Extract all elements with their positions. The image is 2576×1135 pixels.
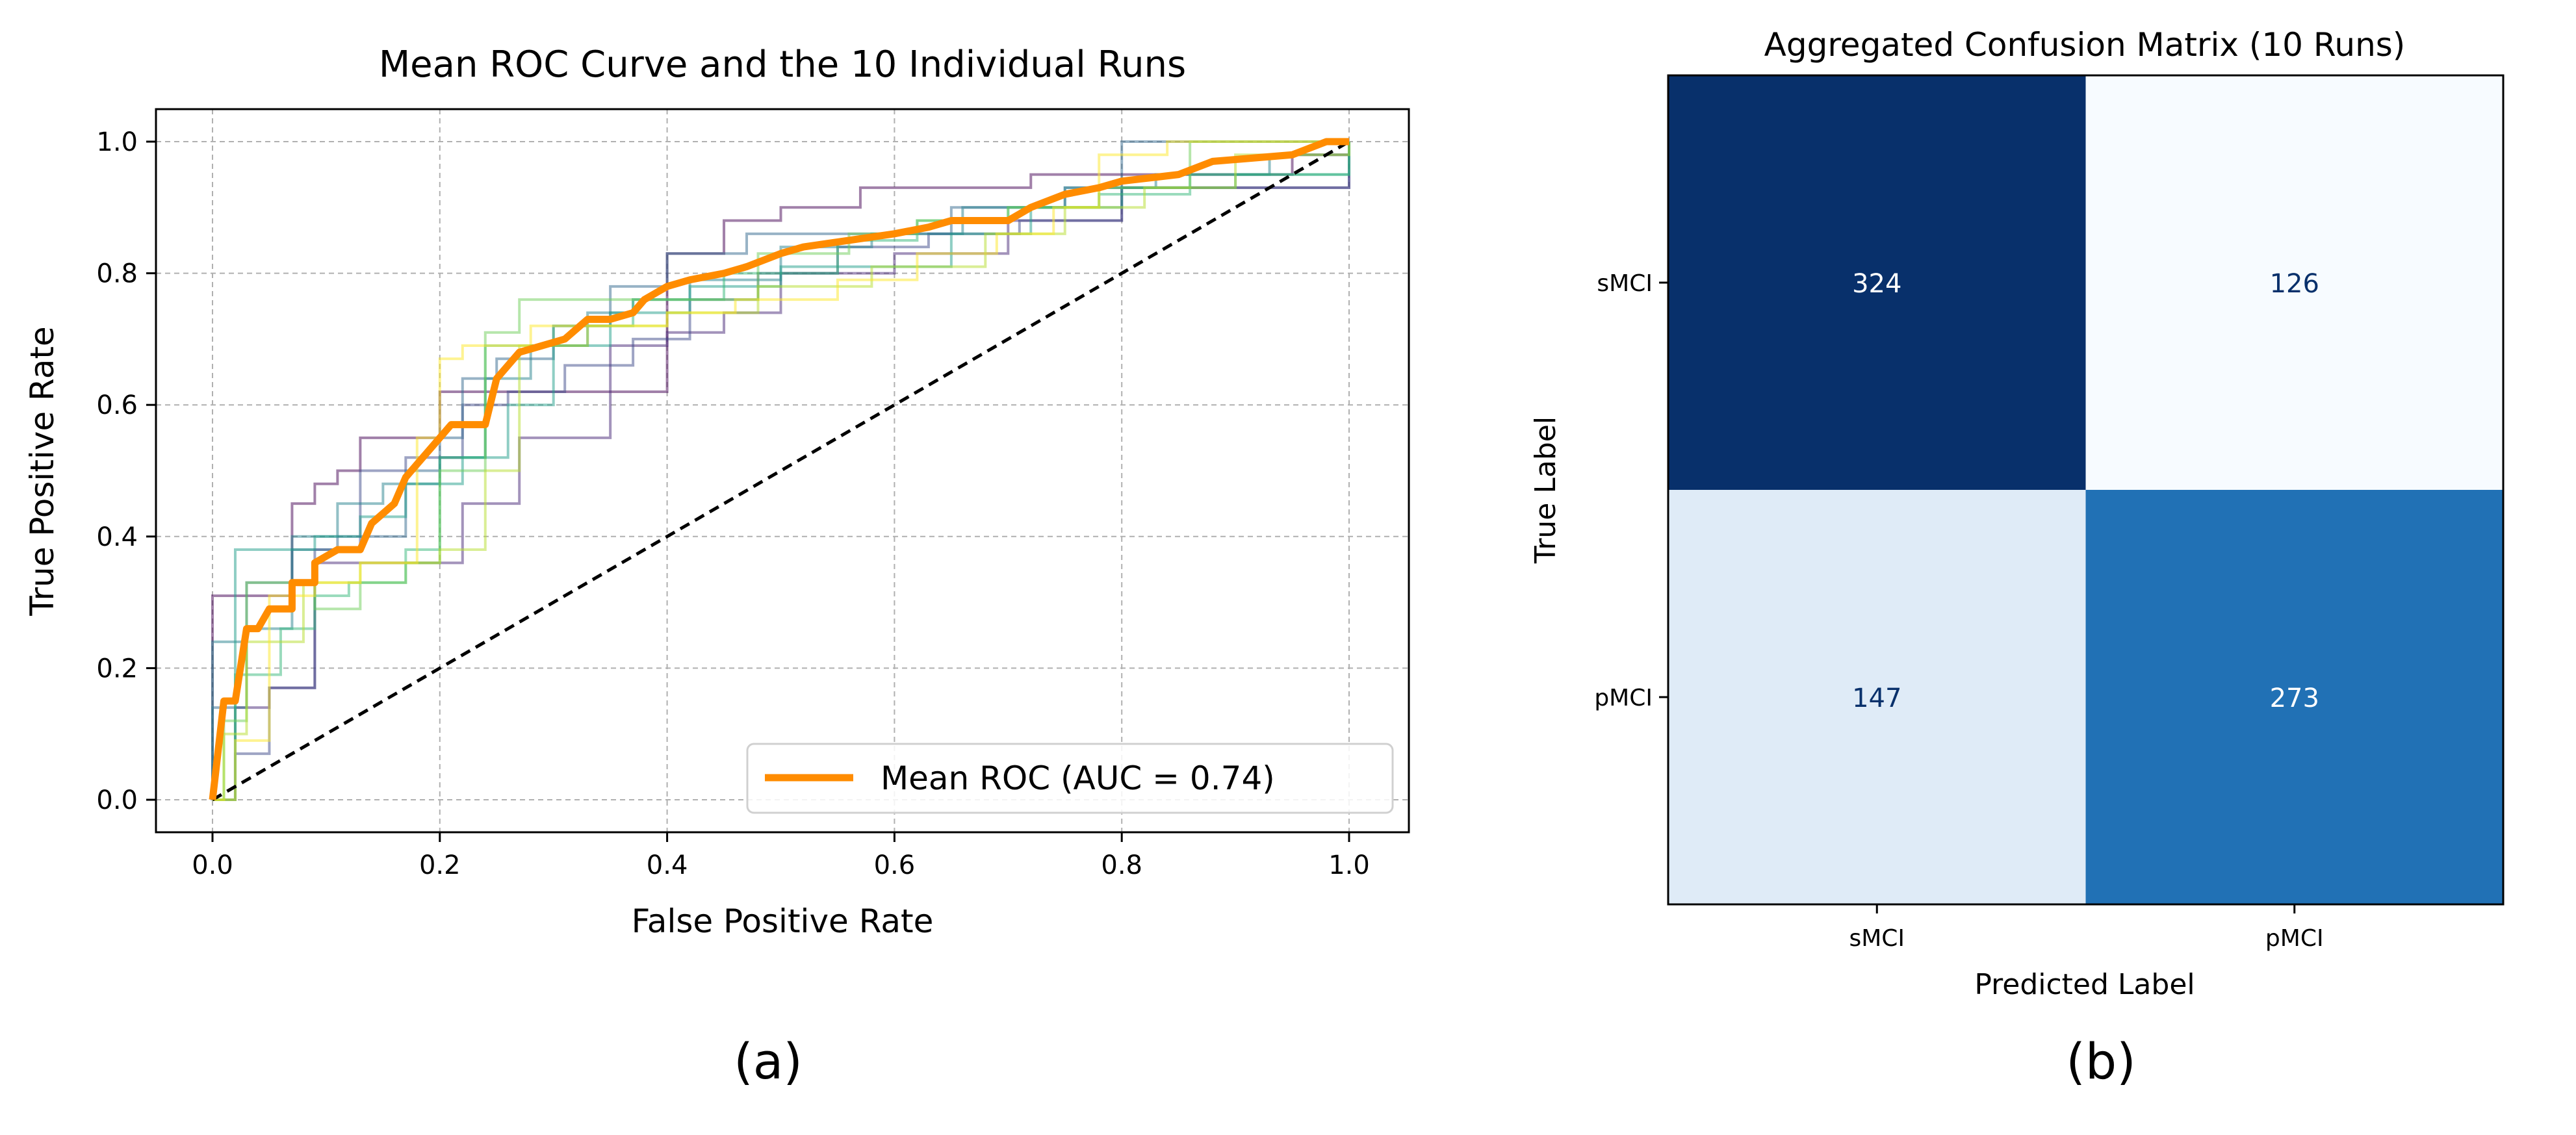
x-tick-label: 0.8 bbox=[1101, 850, 1142, 880]
confusion-matrix: Aggregated Confusion Matrix (10 Runs) 32… bbox=[1529, 26, 2505, 1090]
roc-legend: Mean ROC (AUC = 0.74) bbox=[746, 743, 1394, 814]
cm-ticks: sMCI pMCI sMCI pMCI bbox=[1594, 270, 2323, 952]
cm-y-label: True Label bbox=[1529, 416, 1562, 564]
cm-cell bbox=[1668, 490, 2086, 904]
y-tick-label: 0.6 bbox=[96, 390, 138, 420]
roc-x-ticks: 0.0 0.2 0.4 0.6 0.8 1.0 bbox=[192, 832, 1370, 880]
cm-cell-value: 324 bbox=[1852, 269, 1901, 299]
y-tick-label: 0.8 bbox=[96, 259, 138, 289]
roc-axes-frame bbox=[155, 108, 1410, 834]
roc-run-line-10 bbox=[213, 140, 1349, 801]
cm-cell-value: 147 bbox=[1852, 683, 1901, 713]
cm-frame bbox=[1667, 74, 2505, 906]
cm-title: Aggregated Confusion Matrix (10 Runs) bbox=[1764, 26, 2406, 64]
x-tick-label: 0.6 bbox=[874, 850, 916, 880]
mean-roc-line bbox=[209, 138, 1349, 800]
panel-label-a: (a) bbox=[734, 1032, 803, 1090]
legend-label: Mean ROC (AUC = 0.74) bbox=[881, 759, 1275, 797]
cm-cell bbox=[2085, 75, 2503, 490]
cm-cell bbox=[2085, 490, 2503, 904]
roc-y-label: True Positive Rate bbox=[23, 326, 61, 616]
x-tick-label: 0.0 bbox=[192, 850, 233, 880]
y-tick-label: 0.0 bbox=[96, 785, 138, 815]
cm-cell-value: 126 bbox=[2270, 269, 2319, 299]
roc-chart: Mean ROC Curve and the 10 Individual Run… bbox=[23, 44, 1410, 1090]
cm-x-tick-label: pMCI bbox=[2265, 925, 2324, 952]
cm-cells: 324 126 147 273 bbox=[1668, 75, 2503, 904]
y-tick-label: 0.4 bbox=[96, 522, 138, 552]
roc-title: Mean ROC Curve and the 10 Individual Run… bbox=[379, 44, 1186, 86]
cm-cell bbox=[1668, 75, 2086, 490]
x-tick-label: 0.4 bbox=[647, 850, 688, 880]
cm-y-tick-label: sMCI bbox=[1597, 270, 1653, 297]
cm-y-tick-label: pMCI bbox=[1594, 685, 1653, 711]
legend-box bbox=[746, 743, 1394, 814]
cm-x-tick-label: sMCI bbox=[1849, 925, 1905, 952]
panel-label-b: (b) bbox=[2066, 1032, 2136, 1090]
x-tick-label: 0.2 bbox=[419, 850, 461, 880]
y-tick-label: 1.0 bbox=[96, 127, 138, 157]
cm-x-label: Predicted Label bbox=[1974, 968, 2195, 1001]
x-tick-label: 1.0 bbox=[1328, 850, 1370, 880]
y-tick-label: 0.2 bbox=[96, 654, 138, 683]
roc-y-ticks: 0.0 0.2 0.4 0.6 0.8 1.0 bbox=[96, 127, 156, 815]
roc-x-label: False Positive Rate bbox=[632, 902, 934, 940]
cm-cell-value: 273 bbox=[2270, 683, 2319, 713]
